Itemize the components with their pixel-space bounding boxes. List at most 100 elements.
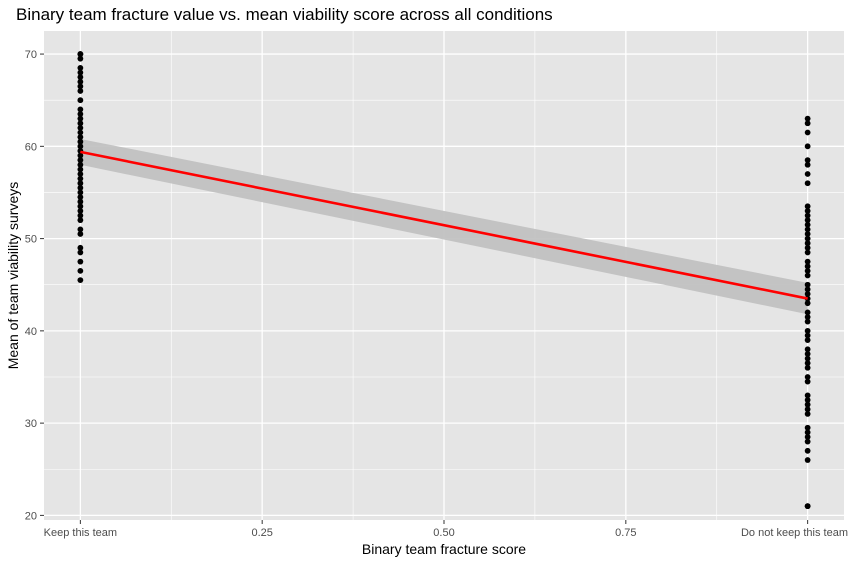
data-point <box>77 217 84 224</box>
data-point <box>77 175 84 182</box>
data-point <box>77 69 84 76</box>
data-point <box>77 249 84 256</box>
y-tick-label: 20 <box>25 510 37 522</box>
data-point <box>77 51 84 57</box>
data-point <box>804 378 811 385</box>
y-tick-label: 40 <box>25 326 37 338</box>
data-point <box>77 194 84 200</box>
data-point <box>804 272 811 279</box>
data-point <box>804 231 811 237</box>
data-point <box>804 364 811 371</box>
data-point <box>77 74 84 81</box>
data-point <box>77 115 84 122</box>
x-tick-label: 0.75 <box>615 527 636 539</box>
data-point <box>77 157 84 164</box>
data-point <box>804 503 811 510</box>
data-point <box>804 355 811 362</box>
data-point <box>77 184 84 191</box>
data-point <box>804 235 811 242</box>
data-point <box>804 226 811 233</box>
data-point <box>77 171 84 177</box>
y-tick-label: 30 <box>25 418 37 430</box>
data-point <box>77 258 84 265</box>
data-point <box>77 231 84 237</box>
data-point <box>804 434 811 440</box>
data-point <box>804 203 811 210</box>
data-point <box>77 83 84 90</box>
data-point <box>804 143 811 150</box>
data-point <box>77 203 84 210</box>
data-point <box>77 120 84 127</box>
data-point <box>804 212 811 219</box>
data-point <box>804 171 811 177</box>
data-point <box>804 180 811 187</box>
data-point <box>804 360 811 367</box>
data-point <box>804 332 811 339</box>
data-point <box>804 410 811 417</box>
data-point <box>804 314 811 320</box>
data-point <box>804 115 811 122</box>
data-point <box>804 129 811 136</box>
y-tick-label: 60 <box>25 141 37 153</box>
data-point <box>804 309 811 316</box>
data-point <box>804 424 811 431</box>
data-point <box>77 226 84 233</box>
data-point <box>77 267 84 274</box>
data-point <box>804 438 811 445</box>
data-point <box>804 291 811 297</box>
data-point <box>77 97 84 104</box>
data-point <box>804 300 811 307</box>
data-point <box>804 392 811 399</box>
data-point <box>77 88 84 94</box>
data-point <box>77 198 84 205</box>
data-point <box>77 134 84 141</box>
data-point <box>77 143 84 150</box>
y-axis-title: Mean of team viability surveys <box>5 182 21 370</box>
data-point <box>804 429 811 436</box>
y-axis: 20 30 40 50 60 70 <box>25 49 44 522</box>
x-tick-label: 0.25 <box>251 527 272 539</box>
data-point <box>77 161 84 168</box>
data-point <box>804 447 811 454</box>
data-point <box>804 346 811 353</box>
x-axis: Keep this team 0.25 0.50 0.75 Do not keep th… <box>44 520 848 539</box>
x-axis-title: Binary team fracture score <box>362 541 526 557</box>
data-point <box>804 457 811 463</box>
data-point <box>77 180 84 187</box>
confidence-band <box>80 138 808 315</box>
data-point <box>77 106 84 113</box>
data-point <box>804 161 811 168</box>
data-point <box>804 397 811 403</box>
data-point <box>804 258 811 265</box>
data-point <box>77 166 84 173</box>
data-point <box>804 208 811 214</box>
y-tick-label: 70 <box>25 49 37 61</box>
data-point <box>77 138 84 145</box>
data-point <box>804 244 811 251</box>
data-point <box>804 327 811 334</box>
data-point <box>804 249 811 256</box>
data-point <box>804 281 811 288</box>
data-point <box>804 263 811 270</box>
data-point <box>804 318 811 325</box>
y-tick-label: 50 <box>25 234 37 246</box>
data-point <box>804 221 811 228</box>
data-point <box>77 244 84 251</box>
major-gridlines <box>44 31 844 520</box>
fit-line <box>80 150 808 300</box>
data-point <box>77 277 84 284</box>
x-tick-label: Do not keep this team <box>741 527 848 539</box>
data-point <box>77 78 84 85</box>
data-point <box>804 240 811 247</box>
x-tick-label: Keep this team <box>44 527 117 539</box>
fit-line-layer <box>80 150 808 300</box>
data-point <box>804 267 811 274</box>
data-point <box>804 217 811 224</box>
data-point <box>804 157 811 164</box>
data-point <box>77 189 84 196</box>
data-point <box>804 120 811 127</box>
data-point <box>77 65 84 71</box>
data-point <box>804 374 811 380</box>
data-point <box>804 401 811 408</box>
